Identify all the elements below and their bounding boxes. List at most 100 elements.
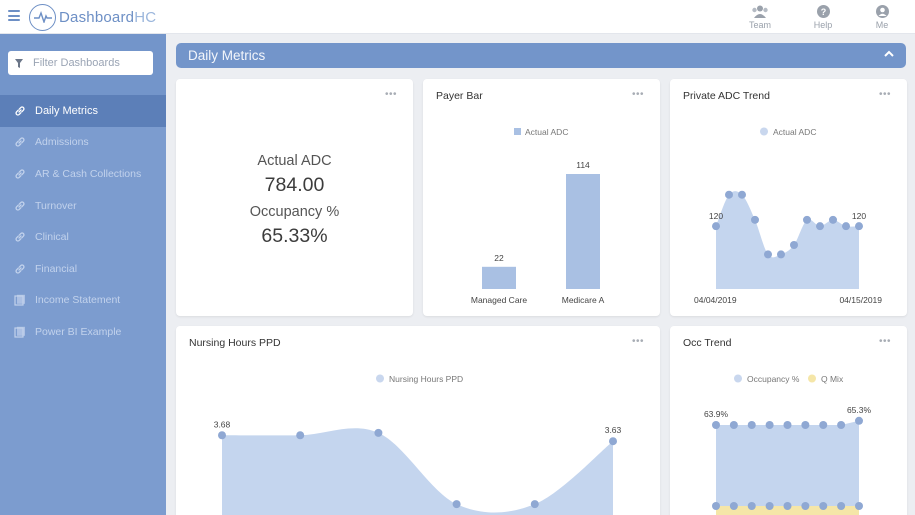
sidebar-item-label: Financial <box>35 262 78 275</box>
sidebar-item-financial[interactable]: Financial <box>0 253 166 285</box>
card-menu-icon[interactable]: ••• <box>878 336 891 347</box>
sidebar-nav: Daily Metrics Admissions AR & Cash Collect… <box>0 95 166 348</box>
hamburger-menu-icon[interactable] <box>8 10 20 21</box>
legend-label: Occupancy % <box>747 374 800 384</box>
help-nav-button[interactable]: ? Help <box>805 4 841 30</box>
legend-swatch <box>808 374 816 383</box>
legend-label: Nursing Hours PPD <box>389 374 463 384</box>
data-point <box>777 250 785 259</box>
card-menu-icon[interactable]: ••• <box>631 89 644 100</box>
legend-label: Actual ADC <box>773 127 816 137</box>
data-label: 3.63 <box>605 425 622 435</box>
data-point <box>837 421 846 429</box>
sidebar-filter-area <box>0 34 166 95</box>
card-menu-icon[interactable]: ••• <box>631 336 644 347</box>
bar-value-label: 114 <box>576 160 590 170</box>
data-point <box>729 502 738 510</box>
legend-swatch <box>734 374 742 383</box>
legend-label: Actual ADC <box>525 127 568 137</box>
sidebar-item-label: Power BI Example <box>35 325 122 338</box>
occ-trend-card: Occ Trend ••• Occupancy % Q Mix 63.9% 65.3% <box>670 326 907 515</box>
nursing-hours-chart: Nursing Hours PPD 3.68 3.63 <box>214 374 622 515</box>
link-icon <box>13 199 26 212</box>
card-title: Private ADC Trend <box>683 90 770 102</box>
svg-text:?: ? <box>820 7 826 17</box>
occupancy-value: 65.33% <box>261 225 328 247</box>
data-point <box>712 502 720 510</box>
data-point <box>816 222 824 231</box>
data-point <box>803 215 811 224</box>
section-header[interactable]: Daily Metrics <box>176 43 906 68</box>
data-point <box>829 215 837 224</box>
sidebar-item-daily-metrics[interactable]: Daily Metrics <box>0 95 166 127</box>
actual-adc-value: 784.00 <box>264 174 325 196</box>
payer-bar-chart: Actual ADC 22 Managed Care 114 Medicare A <box>471 127 605 305</box>
link-icon <box>13 262 26 275</box>
filter-dashboards-field[interactable] <box>8 51 153 75</box>
data-point <box>819 502 828 510</box>
help-label: Help <box>813 20 833 30</box>
data-point <box>712 222 720 231</box>
sidebar-item-power-bi-example[interactable]: Power BI Example <box>0 316 166 348</box>
sidebar-item-admissions[interactable]: Admissions <box>0 127 166 159</box>
payer-bar-card: Payer Bar ••• Actual ADC 22 Managed Care 11… <box>423 79 660 316</box>
data-point <box>729 421 738 429</box>
main-content: Daily Metrics ••• Actual ADC 784.00 Occu… <box>166 34 915 515</box>
legend-swatch <box>376 374 384 383</box>
data-point <box>765 502 774 510</box>
team-label: Team <box>748 20 771 30</box>
heartbeat-logo-icon <box>29 3 56 31</box>
sidebar-item-ar-cash-collections[interactable]: AR & Cash Collections <box>0 158 166 190</box>
card-menu-icon[interactable]: ••• <box>384 89 397 100</box>
sidebar-item-label: Clinical <box>35 231 69 244</box>
filter-dashboards-input[interactable] <box>33 57 143 69</box>
area-fill <box>716 191 859 289</box>
team-nav-button[interactable]: Team <box>742 4 778 30</box>
occ-trend-chart: Occupancy % Q Mix 63.9% 65.3% <box>704 374 872 515</box>
data-point <box>751 215 759 224</box>
sidebar-item-turnover[interactable]: Turnover <box>0 190 166 222</box>
me-nav-button[interactable]: Me <box>864 4 900 30</box>
actual-adc-label: Actual ADC <box>257 153 332 169</box>
chevron-up-icon[interactable] <box>884 50 894 57</box>
bar <box>566 174 600 289</box>
category-label: Managed Care <box>471 295 528 305</box>
legend-swatch <box>514 128 521 135</box>
app-logo[interactable]: DashboardHC <box>29 3 156 31</box>
data-point <box>855 502 863 510</box>
card-title: Payer Bar <box>436 90 483 102</box>
card-title: Occ Trend <box>683 337 732 349</box>
top-bar: DashboardHC Team ? Help Me <box>0 0 915 34</box>
help-icon: ? <box>805 4 841 18</box>
data-point <box>725 190 733 199</box>
user-icon <box>864 4 900 18</box>
kpi-card: ••• Actual ADC 784.00 Occupancy % 65.33% <box>176 79 413 316</box>
data-point <box>790 241 798 249</box>
data-label: 3.68 <box>214 419 231 429</box>
data-label: 65.3% <box>847 405 872 415</box>
report-icon <box>13 325 26 338</box>
sidebar-item-income-statement[interactable]: Income Statement <box>0 285 166 317</box>
data-point <box>764 250 772 259</box>
link-icon <box>13 136 26 149</box>
q-mix-area <box>716 506 859 515</box>
legend-swatch <box>760 127 768 136</box>
data-point <box>452 500 461 509</box>
data-point <box>530 500 539 509</box>
legend-label: Q Mix <box>821 374 844 384</box>
data-point <box>374 428 383 437</box>
data-label: 120 <box>852 211 866 221</box>
link-icon <box>13 167 26 180</box>
data-point <box>738 190 746 199</box>
sidebar-item-label: Admissions <box>35 136 89 149</box>
card-menu-icon[interactable]: ••• <box>878 89 891 100</box>
data-point <box>837 502 846 510</box>
data-point <box>218 431 226 440</box>
sidebar-item-clinical[interactable]: Clinical <box>0 221 166 253</box>
funnel-icon <box>15 58 23 68</box>
page-title: Daily Metrics <box>188 48 266 63</box>
x-tick-label: 04/04/2019 <box>694 295 737 305</box>
data-point <box>855 416 863 425</box>
data-label: 63.9% <box>704 409 729 419</box>
data-point <box>747 502 756 510</box>
